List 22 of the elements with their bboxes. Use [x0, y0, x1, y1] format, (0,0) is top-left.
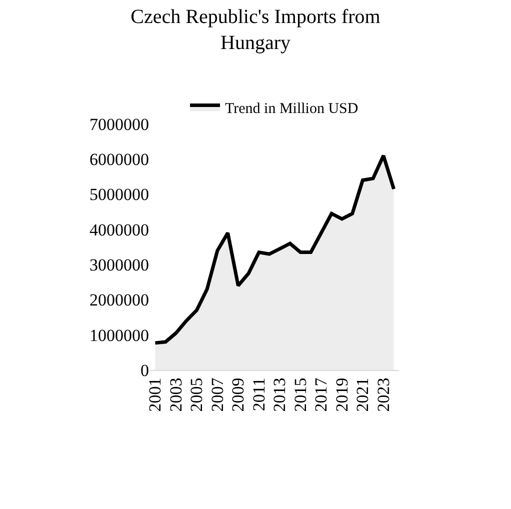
y-tick-label: 7000000 [90, 114, 149, 134]
x-tick-label: 2023 [374, 378, 393, 412]
x-tick-label: 2007 [208, 377, 227, 412]
x-tick-label: 2021 [353, 378, 372, 412]
x-tick-label: 2001 [146, 378, 165, 412]
chart-title: Czech Republic's Imports from Hungary [130, 6, 381, 54]
x-tick-label: 2009 [228, 378, 248, 412]
x-tick-label: 2011 [249, 378, 268, 412]
legend-label: Trend in Million USD [225, 101, 358, 118]
y-tick-label: 5000000 [90, 185, 149, 204]
y-tick-label: 4000000 [90, 220, 149, 240]
x-tick-label: 2015 [290, 378, 310, 412]
y-tick-label: 6000000 [90, 150, 149, 170]
x-tick-label: 2013 [270, 378, 290, 412]
x-tick-label: 2003 [166, 378, 186, 412]
y-tick-label: 2000000 [90, 290, 149, 310]
y-tick-label: 0 [140, 360, 149, 380]
y-tick-label: 1000000 [90, 326, 149, 345]
x-tick-label: 2005 [187, 378, 206, 412]
x-tick-label: 2017 [312, 377, 331, 412]
x-tick-label: 2019 [332, 378, 352, 412]
y-tick-label: 3000000 [90, 256, 149, 275]
